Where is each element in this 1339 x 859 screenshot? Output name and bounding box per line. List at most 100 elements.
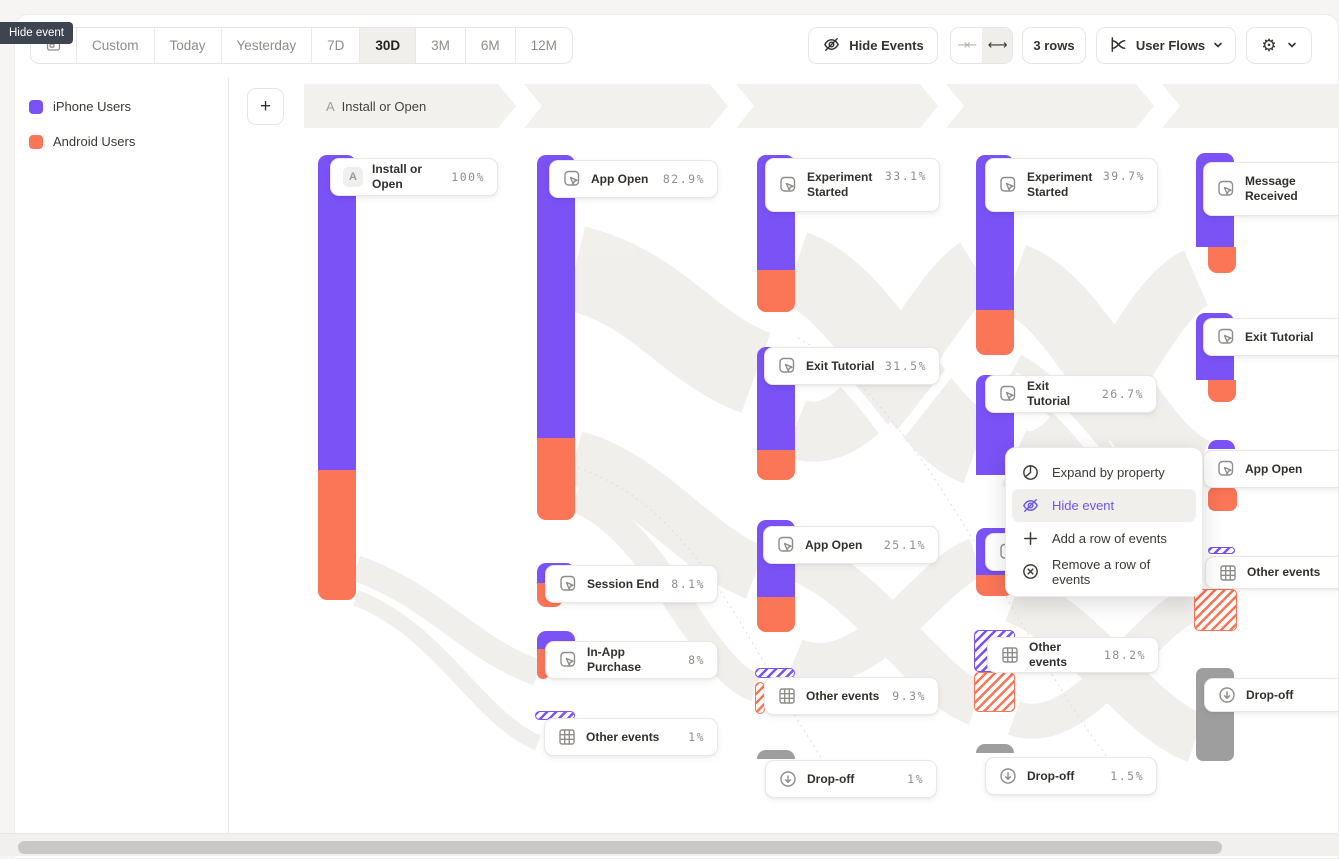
flow-bar-segment[interactable] [757,597,795,632]
tap-event-icon [998,175,1018,195]
node-other-events[interactable]: Other events 1% [544,718,718,756]
drop-off-icon [778,769,798,789]
hide-events-button[interactable]: Hide Events [808,27,938,64]
date-range-control: Custom Today Yesterday 7D 30D 3M 6M 12M [30,27,573,64]
add-step-button[interactable]: + [247,88,284,125]
step-segment-2[interactable] [524,84,728,128]
range-custom[interactable]: Custom [76,28,154,63]
eye-off-icon [822,35,841,57]
range-7d[interactable]: 7D [311,28,359,63]
step-segment-3[interactable] [736,84,938,128]
node-exit-tutorial[interactable]: Exit Tutorial 31.5% [764,347,940,385]
context-menu: Expand by property Hide event Add a row … [1005,447,1203,597]
view-type-dropdown[interactable]: User Flows [1096,27,1236,64]
node-app-open[interactable]: App Open 82.9% [549,160,718,198]
settings-dropdown[interactable]: ⚙ [1246,27,1312,64]
grid-icon [1000,645,1020,665]
menu-item-hide-event[interactable]: Hide event [1012,489,1196,522]
flow-bar-segment-hatched[interactable] [974,672,1015,712]
tap-event-icon [1216,327,1236,347]
panel-divider [228,78,229,833]
flow-bar-segment[interactable] [318,470,356,600]
node-exit-tutorial[interactable]: Exit Tutorial 26.7% [985,375,1157,413]
tap-event-icon [558,650,578,670]
flow-bar-segment[interactable] [976,575,1014,596]
flow-bar-segment-hatched[interactable] [1208,547,1235,554]
range-30d-selected[interactable]: 30D [359,28,416,63]
node-session-end[interactable]: Session End 8.1% [545,565,718,603]
node-app-open[interactable]: App Open [1203,450,1339,488]
node-exit-tutorial[interactable]: Exit Tutorial [1203,318,1339,356]
menu-item-add-row-of-events[interactable]: Add a row of events [1012,522,1196,555]
drop-off-icon [1217,685,1237,705]
user-flows-icon [1109,35,1128,57]
flow-bar-segment[interactable] [976,744,1014,753]
node-drop-off[interactable]: Drop-off [1204,678,1339,712]
legend-label: iPhone Users [53,99,132,114]
iphone-swatch [29,99,43,114]
node-in-app-purchase[interactable]: In-App Purchase 8% [545,641,718,679]
flow-bar-segment[interactable] [537,438,575,520]
menu-item-remove-row-of-events[interactable]: Remove a row of events [1012,555,1196,588]
flow-bar-segment[interactable] [757,750,795,759]
expand-columns-button[interactable]: ←→ [981,28,1012,63]
horizontal-scrollbar[interactable] [0,833,1339,856]
tap-event-icon [777,356,797,376]
flow-bar-segment[interactable] [1208,380,1236,402]
range-3m[interactable]: 3M [415,28,465,63]
flow-bar-segment[interactable] [318,155,356,470]
range-12m[interactable]: 12M [514,28,572,63]
flow-bar-segment[interactable] [757,450,795,480]
chevron-down-icon [1287,38,1297,53]
node-other-events[interactable]: Other events [1205,556,1339,589]
tap-event-icon [562,169,582,189]
range-today[interactable]: Today [153,28,221,63]
view-type-label: User Flows [1135,38,1206,53]
grid-icon [557,727,577,747]
node-drop-off[interactable]: Drop-off 1% [765,760,937,798]
node-experiment-started[interactable]: Experiment Started 33.1% [765,158,940,212]
drop-off-icon [998,766,1018,786]
legend-item-android[interactable]: Android Users [29,134,135,149]
flow-bar-segment[interactable] [1208,440,1235,449]
collapse-expand-toggle: →← ←→ [950,27,1013,64]
grid-icon [777,686,797,706]
step-segment-5[interactable] [1162,84,1339,128]
chevron-down-icon [1213,38,1223,53]
circle-x-icon [1021,562,1040,581]
range-yesterday[interactable]: Yesterday [220,28,312,63]
step-segment-4[interactable] [946,84,1154,128]
menu-item-expand-by-property[interactable]: Expand by property [1012,456,1196,489]
tap-event-icon [558,574,578,594]
flow-bar-segment-hatched[interactable] [1194,589,1237,631]
node-app-open[interactable]: App Open 25.1% [763,526,939,564]
step-header: A Install or Open [304,84,1339,128]
node-experiment-started[interactable]: Experiment Started 39.7% [985,158,1158,212]
step-segment-1[interactable]: A Install or Open [304,84,516,128]
flow-bar-segment[interactable] [757,270,795,312]
flow-bar-segment[interactable] [976,310,1014,355]
flow-bar-segment[interactable] [1208,247,1236,273]
node-install-or-open[interactable]: A Install or Open 100% [330,158,498,196]
legend-item-iphone[interactable]: iPhone Users [29,99,131,114]
scrollbar-thumb[interactable] [18,841,1222,854]
node-message-received[interactable]: Message Received [1203,162,1339,216]
node-other-events[interactable]: Other events 9.3% [764,677,939,715]
collapse-columns-button[interactable]: →← [957,38,977,53]
tap-event-icon [778,175,798,195]
grid-icon [1218,563,1238,583]
legend-label: Android Users [53,134,136,149]
gear-icon: ⚙ [1261,35,1277,56]
range-6m[interactable]: 6M [464,28,515,63]
step-prefix: A [326,98,335,114]
node-other-events[interactable]: Other events 18.2% [987,637,1159,673]
flow-bar-segment[interactable] [1208,487,1237,511]
step-a-badge: A [343,167,363,187]
expand-property-icon [1021,463,1040,482]
rows-button[interactable]: 3 rows [1022,27,1086,64]
flow-bar-segment[interactable] [537,155,575,438]
node-drop-off[interactable]: Drop-off 1.5% [985,757,1157,795]
tap-event-icon [1216,459,1236,479]
hide-event-tooltip: Hide event [0,22,73,44]
